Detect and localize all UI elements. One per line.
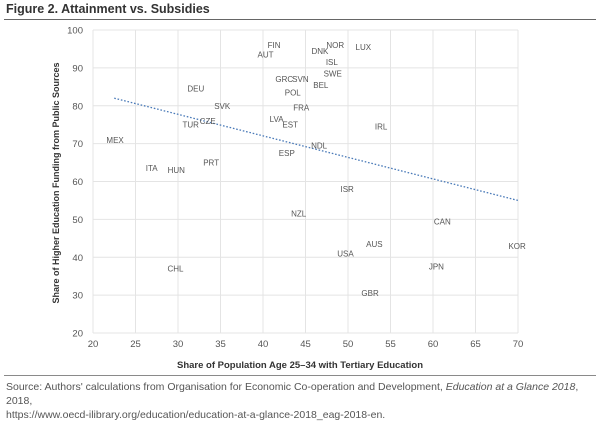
x-tick-label: 65 xyxy=(470,339,481,350)
x-tick-label: 45 xyxy=(300,339,311,350)
source-url: https://www.oecd-ilibrary.org/education/… xyxy=(6,409,386,421)
y-tick-label: 30 xyxy=(72,291,83,302)
x-tick-label: 25 xyxy=(130,339,141,350)
source-suffix: , 2018, xyxy=(6,381,579,407)
x-tick-label: 70 xyxy=(513,339,524,350)
source-prefix: Source: Authors' calculations from Organ… xyxy=(6,381,443,393)
point-label-cze: CZE xyxy=(200,117,216,126)
point-label-lux: LUX xyxy=(356,43,372,52)
axis-ticks: 20 25 30 35 40 45 50 55 60 65 70 20 30 40 50 60 70 80 90 10… xyxy=(67,26,523,351)
point-label-isl: ISL xyxy=(326,58,339,67)
grid-lines xyxy=(92,29,519,334)
x-tick-label: 20 xyxy=(88,339,99,350)
y-tick-label: 40 xyxy=(72,253,83,264)
x-axis-label: Share of Population Age 25–34 with Terti… xyxy=(177,360,423,371)
y-tick-label: 70 xyxy=(72,139,83,150)
point-label-bel: BEL xyxy=(313,81,329,90)
source-note: Source: Authors' calculations from Organ… xyxy=(6,380,594,422)
point-label-prt: PRT xyxy=(203,159,219,168)
y-tick-label: 100 xyxy=(67,26,83,37)
point-label-ita: ITA xyxy=(146,164,159,173)
y-tick-label: 90 xyxy=(72,63,83,74)
point-label-swe: SWE xyxy=(324,70,342,79)
x-tick-label: 40 xyxy=(258,339,269,350)
x-tick-label: 50 xyxy=(343,339,354,350)
y-axis-label: Share of Higher Education Funding from P… xyxy=(51,62,61,303)
point-label-esp: ESP xyxy=(279,149,295,158)
point-label-hun: HUN xyxy=(168,166,186,175)
y-tick-label: 60 xyxy=(72,177,83,188)
point-label-jpn: JPN xyxy=(429,263,444,272)
title-divider xyxy=(4,19,596,20)
point-label-aut: AUT xyxy=(258,51,274,60)
y-tick-label: 50 xyxy=(72,215,83,226)
point-label-pol: POL xyxy=(285,88,302,97)
point-label-grc: GRC xyxy=(275,75,293,84)
point-label-svk: SVK xyxy=(214,102,231,111)
x-tick-label: 55 xyxy=(385,339,396,350)
point-label-dnk: DNK xyxy=(312,47,330,56)
point-label-nor: NOR xyxy=(326,41,344,50)
x-tick-label: 35 xyxy=(215,339,226,350)
point-label-svn: SVN xyxy=(292,75,309,84)
point-label-ndl: NDL xyxy=(311,142,328,151)
point-label-irl: IRL xyxy=(375,123,388,132)
point-label-fin: FIN xyxy=(268,41,281,50)
trendline-group xyxy=(114,97,519,202)
point-label-gbr: GBR xyxy=(361,289,379,298)
point-label-fra: FRA xyxy=(293,104,310,113)
point-label-tur: TUR xyxy=(183,121,200,130)
source-divider xyxy=(4,375,596,376)
y-tick-label: 80 xyxy=(72,101,83,112)
point-label-usa: USA xyxy=(337,249,354,258)
point-label-mex: MEX xyxy=(106,136,124,145)
point-label-aus: AUS xyxy=(366,240,382,249)
point-label-est: EST xyxy=(282,121,298,130)
trendline xyxy=(114,97,519,202)
scatter-chart: 20 25 30 35 40 45 50 55 60 65 70 20 30 40 50 60 70 80 90 10… xyxy=(51,26,526,372)
point-label-kor: KOR xyxy=(508,242,526,251)
point-label-nzl: NZL xyxy=(291,210,307,219)
point-label-deu: DEU xyxy=(187,85,204,94)
y-tick-label: 20 xyxy=(72,329,83,340)
x-tick-label: 30 xyxy=(173,339,184,350)
point-label-can: CAN xyxy=(434,217,451,226)
x-tick-label: 60 xyxy=(428,339,439,350)
point-label-lva: LVA xyxy=(270,115,285,124)
figure-title: Figure 2. Attainment vs. Subsidies xyxy=(6,2,210,16)
point-label-isr: ISR xyxy=(340,185,354,194)
source-publication: Education at a Glance 2018 xyxy=(445,381,576,393)
point-label-chl: CHL xyxy=(167,265,184,274)
